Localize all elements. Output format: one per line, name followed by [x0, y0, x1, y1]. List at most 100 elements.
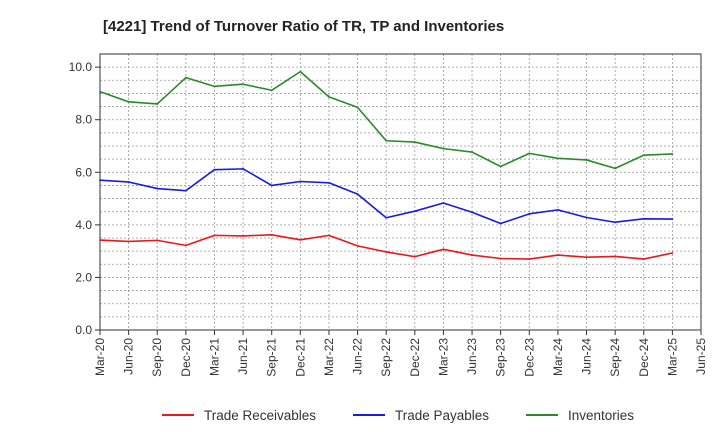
y-tick-label: 6.0	[75, 165, 92, 179]
x-tick-label: Jun-25	[694, 338, 708, 375]
data-point	[585, 159, 588, 161]
x-tick-label: Jun-23	[465, 338, 479, 375]
data-point	[413, 255, 416, 258]
data-point	[270, 89, 273, 92]
data-point	[242, 83, 244, 86]
x-tick-label: Sep-21	[265, 338, 279, 377]
data-point	[156, 103, 159, 105]
data-point	[413, 141, 416, 143]
plot-frame	[99, 53, 702, 331]
data-point	[127, 100, 130, 103]
x-tick-label: Mar-21	[207, 338, 221, 376]
data-point	[184, 189, 187, 192]
y-tick-label: 10.0	[69, 60, 93, 74]
data-point	[385, 251, 388, 253]
data-point	[242, 234, 244, 237]
y-tick-label: 0.0	[75, 323, 92, 337]
data-point	[385, 216, 388, 219]
grid-lines	[100, 54, 701, 330]
data-point	[642, 217, 645, 220]
data-point	[442, 202, 445, 204]
data-point	[528, 258, 531, 260]
data-point	[328, 234, 330, 237]
data-point	[184, 76, 187, 79]
data-point	[299, 180, 302, 183]
data-point	[442, 248, 445, 251]
x-tick-label: Dec-20	[179, 338, 193, 377]
data-point	[270, 233, 273, 236]
data-point	[471, 211, 473, 214]
data-point	[671, 152, 674, 155]
data-point	[127, 240, 130, 243]
series-lines	[99, 70, 674, 260]
data-point	[614, 221, 617, 224]
data-point	[471, 254, 473, 256]
data-point	[299, 70, 302, 73]
data-point	[156, 187, 159, 190]
x-tick-label: Jun-24	[580, 338, 594, 375]
data-point	[328, 181, 330, 184]
x-tick-label: Jun-22	[351, 338, 365, 375]
x-axis-ticks: Mar-20 Jun-20 Sep-20 Dec-20 Mar-21 Jun-21 Sep-…	[93, 330, 708, 377]
data-point	[642, 258, 645, 260]
x-tick-label: Mar-25	[665, 338, 679, 376]
x-tick-label: Sep-22	[379, 338, 393, 377]
data-point	[557, 157, 559, 160]
data-point	[442, 147, 445, 150]
data-point	[671, 252, 674, 254]
x-tick-label: Dec-24	[637, 338, 651, 377]
chart-title: [4221] Trend of Turnover Ratio of TR, TP…	[103, 18, 504, 35]
data-point	[671, 218, 674, 220]
legend-label: Inventories	[568, 408, 634, 423]
data-point	[585, 216, 588, 219]
data-point	[614, 167, 617, 170]
data-point	[356, 106, 359, 109]
x-tick-label: Jun-20	[122, 338, 136, 375]
data-point	[99, 179, 101, 182]
data-point	[270, 184, 273, 187]
legend-label: Trade Receivables	[204, 408, 316, 423]
data-point	[299, 238, 302, 241]
x-tick-label: Dec-22	[408, 338, 422, 377]
x-tick-label: Jun-21	[236, 338, 250, 375]
legend-label: Trade Payables	[395, 408, 489, 423]
data-point	[499, 165, 502, 168]
x-tick-label: Mar-23	[436, 338, 450, 376]
data-point	[557, 208, 559, 211]
data-point	[99, 90, 101, 93]
data-point	[528, 152, 531, 155]
data-point	[127, 181, 130, 183]
data-point	[184, 244, 187, 247]
data-point	[528, 212, 531, 215]
data-point	[413, 210, 416, 213]
data-point	[328, 95, 330, 98]
data-point	[557, 254, 559, 256]
y-tick-label: 2.0	[75, 270, 92, 284]
data-point	[356, 244, 359, 247]
data-point	[156, 239, 159, 242]
x-tick-label: Mar-24	[551, 338, 565, 376]
legend: Trade Receivables Trade Payables Inventori…	[162, 408, 634, 423]
data-point	[499, 257, 502, 260]
data-point	[213, 234, 216, 237]
data-point	[213, 168, 216, 171]
x-tick-label: Dec-21	[293, 338, 307, 377]
x-tick-label: Sep-20	[150, 338, 164, 377]
data-point	[642, 154, 645, 157]
data-point	[242, 167, 244, 170]
data-point	[213, 85, 216, 88]
x-tick-label: Mar-20	[93, 338, 107, 376]
x-tick-label: Dec-23	[522, 338, 536, 377]
y-tick-label: 4.0	[75, 218, 92, 232]
data-point	[614, 255, 617, 258]
data-point	[585, 256, 588, 259]
data-point	[356, 193, 359, 196]
y-axis-ticks: 0.0 2.0 4.0 6.0 8.0 10.0	[69, 60, 100, 337]
x-tick-label: Sep-23	[494, 338, 508, 377]
data-point	[99, 239, 101, 242]
data-point	[471, 151, 473, 153]
x-tick-label: Sep-24	[608, 338, 622, 377]
x-tick-label: Mar-22	[322, 338, 336, 376]
data-point	[499, 222, 502, 225]
